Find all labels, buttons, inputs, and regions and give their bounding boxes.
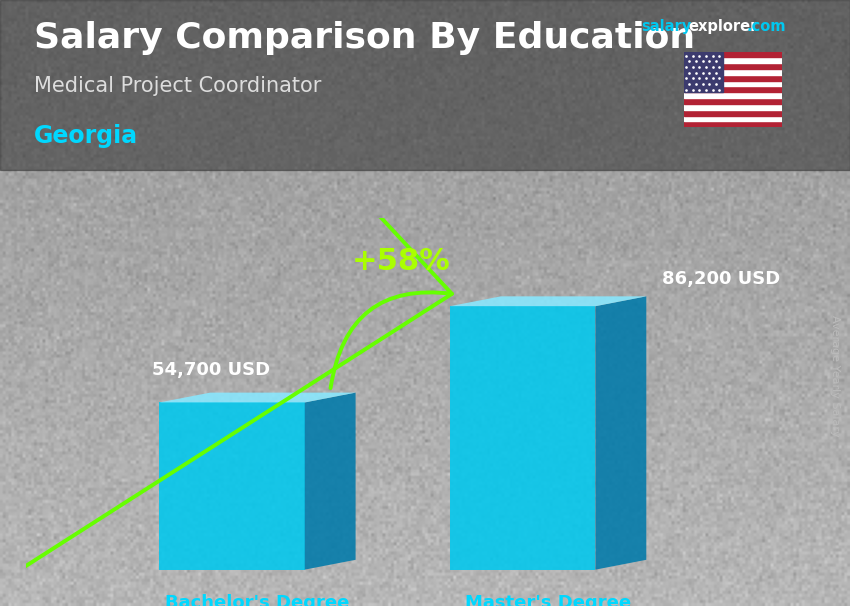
Bar [684, 75, 782, 81]
Bar [684, 92, 782, 98]
Bar [0, 0, 850, 170]
Bar [684, 116, 782, 121]
Polygon shape [450, 306, 595, 570]
Polygon shape [159, 393, 355, 402]
FancyArrowPatch shape [0, 0, 452, 606]
Text: salary: salary [642, 19, 692, 35]
Bar [684, 69, 782, 75]
Text: Salary Comparison By Education: Salary Comparison By Education [34, 21, 695, 55]
Text: 86,200 USD: 86,200 USD [661, 270, 779, 288]
Polygon shape [304, 393, 355, 570]
Bar [684, 110, 782, 116]
Polygon shape [450, 296, 646, 306]
Bar [684, 63, 782, 69]
Text: Bachelor's Degree: Bachelor's Degree [165, 594, 349, 606]
Bar [684, 121, 782, 127]
Polygon shape [595, 296, 646, 570]
Bar [684, 52, 723, 92]
Text: Georgia: Georgia [34, 124, 138, 148]
Text: explorer: explorer [688, 19, 758, 35]
Bar [684, 58, 782, 63]
Bar [684, 81, 782, 87]
Text: +58%: +58% [352, 247, 451, 276]
Text: Master's Degree: Master's Degree [465, 594, 632, 606]
Bar [684, 98, 782, 104]
Polygon shape [159, 402, 304, 570]
Text: Average Yearly Salary: Average Yearly Salary [830, 315, 840, 436]
Bar [684, 104, 782, 110]
Text: .com: .com [746, 19, 785, 35]
Bar [684, 52, 782, 58]
Text: Medical Project Coordinator: Medical Project Coordinator [34, 76, 321, 96]
Text: 54,700 USD: 54,700 USD [152, 361, 269, 379]
Bar [684, 87, 782, 92]
